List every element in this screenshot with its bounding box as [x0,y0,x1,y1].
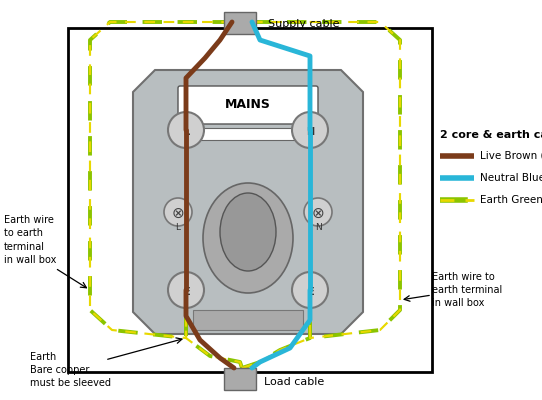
Text: Earth Green/Yellow: Earth Green/Yellow [480,195,542,205]
Circle shape [168,272,204,308]
Bar [224,12,256,34]
Text: ⊗: ⊗ [312,206,324,220]
Bar [224,368,256,390]
Circle shape [164,198,192,226]
Circle shape [292,272,328,308]
Bar [193,310,303,330]
Circle shape [168,112,204,148]
Text: Load cable: Load cable [264,377,324,387]
Circle shape [304,198,332,226]
Text: ⊗: ⊗ [172,206,184,220]
Text: E: E [307,287,313,297]
Text: Supply cable: Supply cable [268,19,339,29]
Text: Live Brown (Red): Live Brown (Red) [480,151,542,161]
Text: N: N [314,224,321,232]
Text: L: L [183,127,189,137]
Polygon shape [133,70,363,334]
Text: Neutral Blue (Black): Neutral Blue (Black) [480,173,542,183]
Text: E: E [183,287,189,297]
FancyBboxPatch shape [178,86,318,124]
Text: Earth wire
to earth
terminal
in wall box: Earth wire to earth terminal in wall box [4,215,56,265]
Text: 2 core & earth cable: 2 core & earth cable [440,130,542,140]
Text: Earth
Bare copper
must be sleeved: Earth Bare copper must be sleeved [30,352,111,388]
Text: L: L [176,224,180,232]
Text: MAINS: MAINS [225,98,271,112]
Ellipse shape [220,193,276,271]
Bar [68,28,432,372]
Circle shape [292,112,328,148]
Ellipse shape [203,183,293,293]
Text: N: N [306,127,314,137]
Text: Earth wire to
earth terminal
in wall box: Earth wire to earth terminal in wall box [432,272,502,308]
Bar [183,128,313,140]
